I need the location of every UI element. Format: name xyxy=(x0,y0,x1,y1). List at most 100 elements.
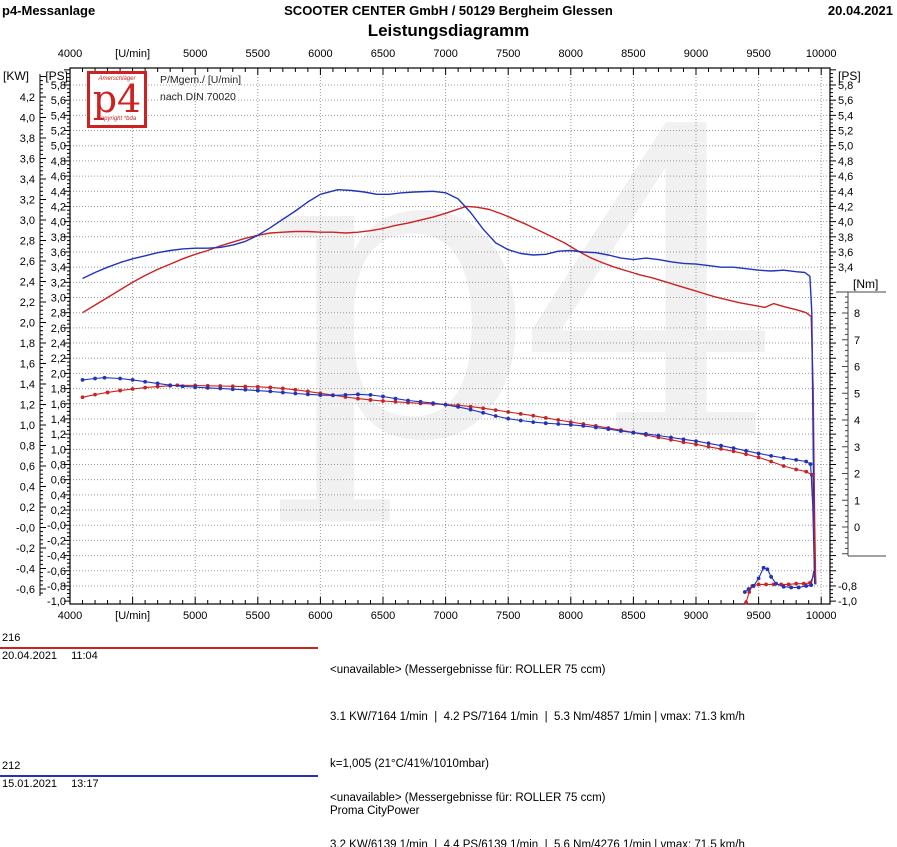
svg-text:2,8: 2,8 xyxy=(20,236,35,248)
svg-text:2,8: 2,8 xyxy=(51,308,66,320)
svg-text:1,6: 1,6 xyxy=(20,359,35,371)
svg-text:1,0: 1,0 xyxy=(51,444,66,456)
run-details: <unavailable> (Messergebnisse für: ROLLE… xyxy=(330,760,745,847)
svg-text:0,6: 0,6 xyxy=(51,475,66,487)
p4-logo: Amerschläger p4 copyright *bda xyxy=(87,71,147,128)
svg-text:7000: 7000 xyxy=(433,48,457,60)
svg-text:-0,4: -0,4 xyxy=(47,551,66,563)
svg-text:6500: 6500 xyxy=(371,48,395,60)
svg-text:3,8: 3,8 xyxy=(51,232,66,244)
svg-text:3,4: 3,4 xyxy=(838,262,853,274)
svg-text:7: 7 xyxy=(854,335,860,347)
svg-text:5,0: 5,0 xyxy=(838,141,853,153)
svg-text:3,8: 3,8 xyxy=(20,133,35,145)
svg-text:4,8: 4,8 xyxy=(51,156,66,168)
svg-text:5,4: 5,4 xyxy=(51,110,66,122)
svg-text:5,0: 5,0 xyxy=(51,141,66,153)
svg-text:[U/min]: [U/min] xyxy=(115,48,150,60)
svg-text:4,2: 4,2 xyxy=(51,201,66,213)
svg-text:5,2: 5,2 xyxy=(51,126,66,138)
kw-axis-ruler xyxy=(39,74,46,596)
run-detail-line: 3.2 KW/6139 1/min | 4.4 PS/6139 1/min | … xyxy=(330,838,745,847)
svg-text:2,0: 2,0 xyxy=(20,318,35,330)
svg-text:-0,0: -0,0 xyxy=(16,523,35,535)
svg-text:1,2: 1,2 xyxy=(51,429,66,441)
svg-text:-0,0: -0,0 xyxy=(47,520,66,532)
run-id: 212 xyxy=(2,760,21,772)
svg-text:1: 1 xyxy=(854,495,860,507)
run-detail-line: Proma CityPower xyxy=(330,804,420,817)
chart-legend: P/Mgem./ [U/min] nach DIN 70020 xyxy=(160,74,241,108)
svg-text:1,4: 1,4 xyxy=(51,414,66,426)
svg-text:-0,2: -0,2 xyxy=(47,535,66,547)
svg-text:1,8: 1,8 xyxy=(20,338,35,350)
run-color-line xyxy=(0,647,318,649)
legend-line-2: nach DIN 70020 xyxy=(160,91,236,103)
svg-text:5: 5 xyxy=(854,388,860,400)
svg-text:[PS]: [PS] xyxy=(838,69,861,83)
svg-text:4000: 4000 xyxy=(58,610,82,622)
run-date: 15.01.2021 xyxy=(2,778,58,790)
legend-line-1: P/Mgem./ [U/min] xyxy=(160,74,242,86)
run-id: 216 xyxy=(2,632,21,644)
svg-text:-0,8: -0,8 xyxy=(838,581,857,593)
svg-text:2,6: 2,6 xyxy=(20,256,35,268)
svg-text:4,6: 4,6 xyxy=(838,171,853,183)
curve-212-schleppkurve-ps- xyxy=(742,565,815,594)
print-date: 20.04.2021 xyxy=(827,3,893,18)
svg-text:5,8: 5,8 xyxy=(838,80,853,92)
svg-text:8: 8 xyxy=(854,308,860,320)
svg-text:-1,0: -1,0 xyxy=(838,596,857,608)
svg-text:3,0: 3,0 xyxy=(20,215,35,227)
svg-text:1,6: 1,6 xyxy=(51,399,66,411)
run-block-212: 212 15.01.2021 13:17 <unavailable> (Messe… xyxy=(0,760,897,847)
svg-text:[Nm]: [Nm] xyxy=(853,277,878,291)
svg-text:[U/min]: [U/min] xyxy=(115,610,150,622)
svg-text:2,4: 2,4 xyxy=(20,277,35,289)
svg-text:4,0: 4,0 xyxy=(838,217,853,229)
svg-text:10000: 10000 xyxy=(806,48,837,60)
svg-text:6500: 6500 xyxy=(371,610,395,622)
svg-text:0,6: 0,6 xyxy=(20,461,35,473)
svg-text:2,2: 2,2 xyxy=(20,297,35,309)
page-title: Leistungsdiagramm xyxy=(367,21,530,40)
run-detail-line: <unavailable> (Messergebnisse für: ROLLE… xyxy=(330,664,606,677)
svg-text:1,4: 1,4 xyxy=(20,379,35,391)
svg-text:2,4: 2,4 xyxy=(51,338,66,350)
p4-watermark: p4 xyxy=(268,45,786,534)
svg-text:3,6: 3,6 xyxy=(51,247,66,259)
svg-text:9500: 9500 xyxy=(746,610,770,622)
svg-text:[PS]: [PS] xyxy=(45,69,68,83)
svg-text:4,0: 4,0 xyxy=(20,113,35,125)
svg-text:5500: 5500 xyxy=(246,48,270,60)
svg-text:5,6: 5,6 xyxy=(51,95,66,107)
svg-text:4,8: 4,8 xyxy=(838,156,853,168)
svg-text:5,8: 5,8 xyxy=(51,80,66,92)
svg-text:0,2: 0,2 xyxy=(51,505,66,517)
svg-text:-0,6: -0,6 xyxy=(47,566,66,578)
svg-text:8000: 8000 xyxy=(559,610,583,622)
svg-text:0,4: 0,4 xyxy=(51,490,66,502)
svg-text:4,6: 4,6 xyxy=(51,171,66,183)
svg-text:9500: 9500 xyxy=(746,48,770,60)
svg-text:1,8: 1,8 xyxy=(51,384,66,396)
curve-216-leistung-ps- xyxy=(82,205,817,585)
svg-text:6000: 6000 xyxy=(308,610,332,622)
curve-212-drehmoment-nm- xyxy=(80,375,816,584)
svg-text:6: 6 xyxy=(854,362,860,374)
svg-text:-0,2: -0,2 xyxy=(16,543,35,555)
run-details: <unavailable> (Messergebnisse für: ROLLE… xyxy=(330,632,745,847)
curve-216-schleppkurve-ps- xyxy=(744,574,815,605)
svg-text:[KW]: [KW] xyxy=(3,69,29,83)
svg-text:-0,8: -0,8 xyxy=(47,581,66,593)
svg-text:3,6: 3,6 xyxy=(20,154,35,166)
run-detail-line: k=1,005 (21°C/41%/1010mbar) xyxy=(330,757,489,770)
ps-axis-ticks xyxy=(64,69,836,602)
svg-text:0,4: 0,4 xyxy=(20,482,35,494)
svg-text:9000: 9000 xyxy=(684,48,708,60)
svg-text:2,0: 2,0 xyxy=(51,368,66,380)
svg-text:3,6: 3,6 xyxy=(838,247,853,259)
p4-logo-top-text: Amerschläger xyxy=(98,76,136,82)
svg-text:3,4: 3,4 xyxy=(51,262,66,274)
